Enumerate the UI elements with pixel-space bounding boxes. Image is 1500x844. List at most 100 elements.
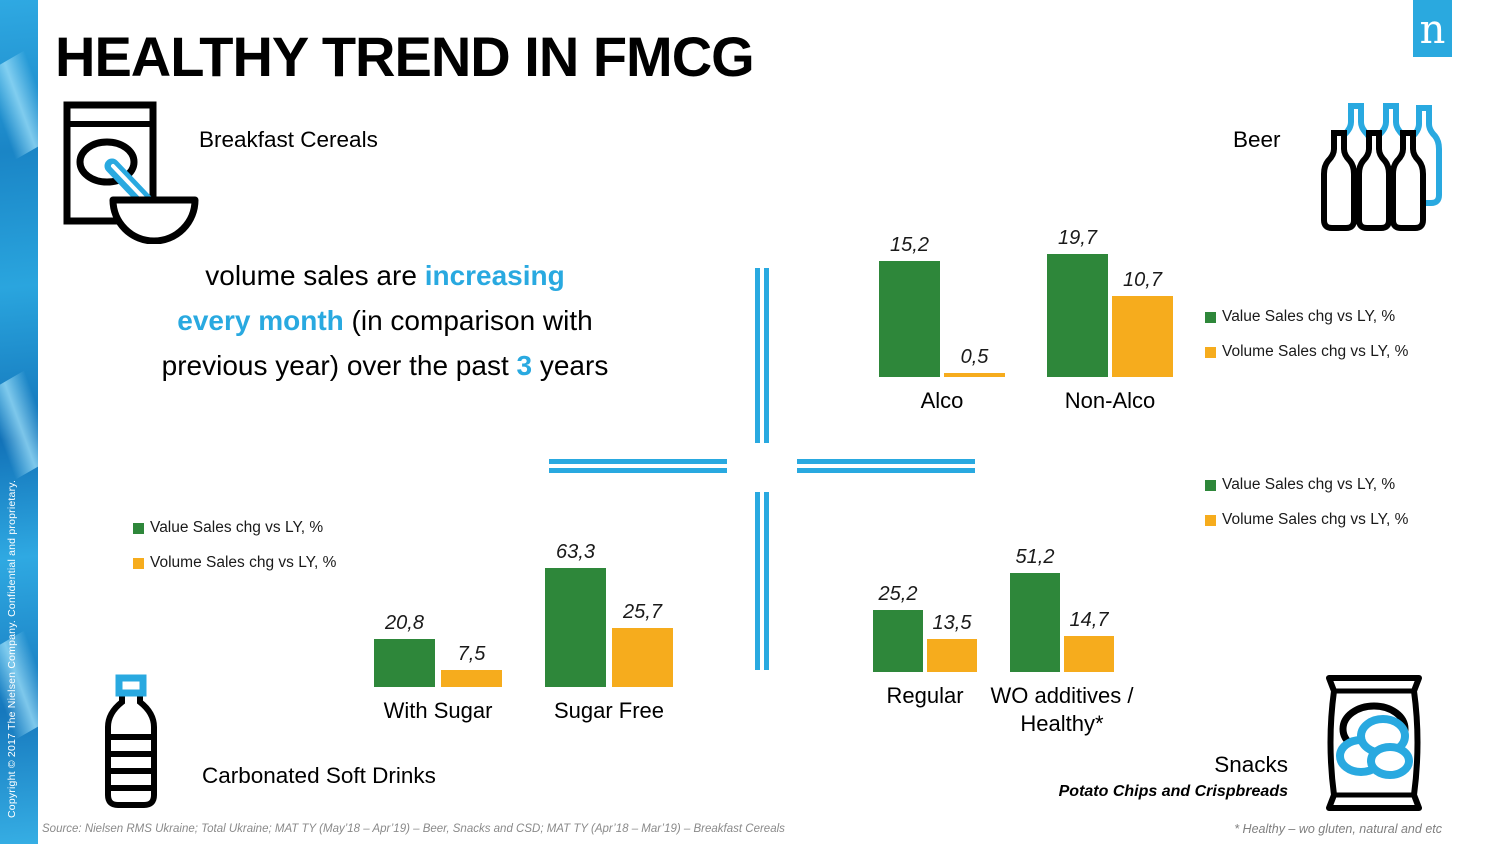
bar-value-label: 13,5 xyxy=(932,611,972,634)
category-label: Sugar Free xyxy=(553,698,665,723)
bar-column: 15,2 xyxy=(879,227,940,377)
bar-column: 63,3 xyxy=(545,541,606,687)
category-label: With Sugar xyxy=(383,698,493,723)
divider-vertical-bottom xyxy=(755,492,769,670)
headline-highlight: 3 xyxy=(516,350,533,381)
legend-volume-label: Volume Sales chg vs LY, % xyxy=(150,554,337,571)
bar-column: 51,2 xyxy=(1010,546,1060,672)
breakfast-cereals-label: Breakfast Cereals xyxy=(199,127,378,152)
beer-label: Beer xyxy=(1233,127,1281,152)
green-bar xyxy=(1010,573,1060,672)
headline-highlight: every month xyxy=(177,305,344,336)
bar-value-label: 19,7 xyxy=(1058,227,1097,249)
chips-bag-icon xyxy=(1326,675,1422,811)
bar-value-label: 20,8 xyxy=(385,612,424,635)
cereal-box-and-bowl-icon xyxy=(63,101,199,244)
csd-chart: 20,8 7,5 With Sugar 63,3 25,7 Sugar Free xyxy=(374,541,673,723)
beer-group-1: 19,7 10,7 Non-Alco xyxy=(1047,227,1173,413)
headline-line: every month (in comparison with xyxy=(95,298,675,343)
divider-horizontal-right xyxy=(797,459,975,473)
bar-column: 20,8 xyxy=(374,541,435,687)
divider-vertical-top xyxy=(755,268,769,443)
headline-segment: previous year) over the past xyxy=(161,350,517,381)
legend-item-value: Value Sales chg vs LY, % xyxy=(133,519,336,537)
bar-value-label: 0,5 xyxy=(960,346,989,369)
headline-segment: years xyxy=(532,350,609,381)
category-label: Regular xyxy=(886,683,964,708)
bar-value-label: 14,7 xyxy=(1069,608,1109,631)
beer-legend: Value Sales chg vs LY, % Volume Sales ch… xyxy=(1205,308,1408,378)
healthy-footnote: * Healthy – wo gluten, natural and etc xyxy=(1234,822,1442,836)
green-swatch-icon xyxy=(1205,311,1216,323)
csd-legend: Value Sales chg vs LY, % Volume Sales ch… xyxy=(133,519,336,589)
bar-column: 7,5 xyxy=(441,541,502,687)
page-title: HEALTHY TREND IN FMCG xyxy=(55,25,755,88)
category-label: Non-Alco xyxy=(1064,388,1156,413)
yellow-bar xyxy=(1064,635,1114,672)
category-label: Alco xyxy=(920,388,964,413)
bar-value-label: 25,2 xyxy=(878,582,918,605)
snacks-plot: 25,2 13,5 Regular 51,2 14,7 WO additives / He… xyxy=(873,546,1134,736)
bar-column: 0,5 xyxy=(944,227,1005,377)
green-bar xyxy=(545,568,606,687)
legend-value-label: Value Sales chg vs LY, % xyxy=(1222,476,1396,493)
green-bar xyxy=(374,639,435,687)
yellow-swatch-icon xyxy=(1205,346,1216,358)
beer-plot: 15,2 0,5 Alco 19,7 10,7 Non-Alco xyxy=(879,227,1173,413)
bar-column: 14,7 xyxy=(1064,546,1114,672)
yellow-bar xyxy=(944,373,1005,377)
bar-column: 10,7 xyxy=(1112,227,1173,377)
divider-horizontal-left xyxy=(549,459,727,473)
csd-group-0: 20,8 7,5 With Sugar xyxy=(374,541,502,723)
legend-item-volume: Volume Sales chg vs LY, % xyxy=(1205,511,1408,529)
legend-item-volume: Volume Sales chg vs LY, % xyxy=(133,554,336,572)
beer-group-0: 15,2 0,5 Alco xyxy=(879,227,1005,413)
bar-value-label: 63,3 xyxy=(556,541,595,563)
bar-column: 25,7 xyxy=(612,541,673,687)
legend-value-label: Value Sales chg vs LY, % xyxy=(150,519,324,536)
bar-value-label: 10,7 xyxy=(1123,268,1162,291)
beer-chart: 15,2 0,5 Alco 19,7 10,7 Non-Alco xyxy=(879,227,1173,413)
legend-value-label: Value Sales chg vs LY, % xyxy=(1222,308,1396,325)
bar-value-label: 25,7 xyxy=(623,600,662,623)
carbonated-soft-drinks-label: Carbonated Soft Drinks xyxy=(202,763,436,788)
headline-segment: volume sales are xyxy=(205,260,425,291)
yellow-bar xyxy=(612,627,673,687)
legend-volume-label: Volume Sales chg vs LY, % xyxy=(1222,511,1409,528)
headline-line: volume sales are increasing xyxy=(95,253,675,298)
headline-highlight: increasing xyxy=(424,260,565,291)
headline-segment: (in comparison with xyxy=(343,305,593,336)
snacks-sublabel: Potato Chips and Crispbreads xyxy=(1058,783,1288,800)
category-label: WO additives / Healthy* xyxy=(990,683,1134,736)
yellow-bar xyxy=(1112,295,1173,377)
bar-column: 13,5 xyxy=(927,546,977,672)
green-bar xyxy=(879,261,940,377)
bar-column: 25,2 xyxy=(873,546,923,672)
yellow-swatch-icon xyxy=(133,557,144,569)
legend-item-volume: Volume Sales chg vs LY, % xyxy=(1205,343,1408,361)
yellow-bar xyxy=(441,669,502,687)
green-bar xyxy=(873,609,923,672)
snacks-legend: Value Sales chg vs LY, % Volume Sales ch… xyxy=(1205,476,1408,546)
bar-value-label: 15,2 xyxy=(890,234,929,257)
bar-value-label: 51,2 xyxy=(1015,546,1055,568)
strip-wave-decoration xyxy=(0,361,38,489)
yellow-swatch-icon xyxy=(1205,514,1216,526)
snacks-label: Snacks xyxy=(1214,752,1288,777)
green-swatch-icon xyxy=(133,522,144,534)
legend-volume-label: Volume Sales chg vs LY, % xyxy=(1222,343,1409,360)
bar-value-label: 7,5 xyxy=(457,642,486,665)
bar-column: 19,7 xyxy=(1047,227,1108,377)
logo-letter: n xyxy=(1419,6,1446,53)
green-bar xyxy=(1047,254,1108,377)
copyright-vertical-text: Copyright © 2017 The Nielsen Company. Co… xyxy=(6,479,18,818)
headline-line: previous year) over the past 3 years xyxy=(95,343,675,388)
snacks-group-1: 51,2 14,7 WO additives / Healthy* xyxy=(990,546,1133,736)
csd-group-1: 63,3 25,7 Sugar Free xyxy=(545,541,673,723)
legend-item-value: Value Sales chg vs LY, % xyxy=(1205,308,1408,326)
source-note: Source: Nielsen RMS Ukraine; Total Ukrai… xyxy=(42,823,785,835)
soda-bottle-icon xyxy=(105,674,157,808)
left-accent-strip xyxy=(0,0,38,844)
headline-text: volume sales are increasing every month (… xyxy=(95,253,675,388)
